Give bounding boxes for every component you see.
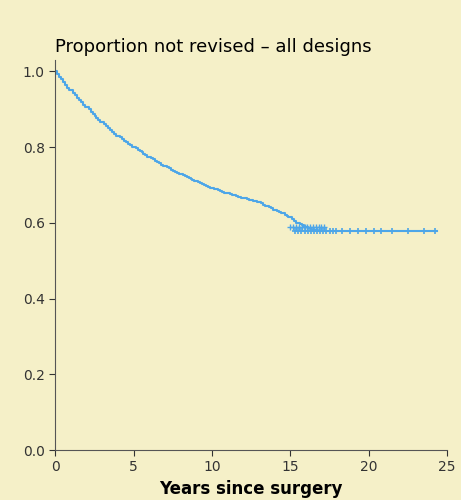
Point [346,227,354,235]
Point [420,227,427,235]
Point [298,227,305,235]
Text: Proportion not revised – all designs: Proportion not revised – all designs [55,38,372,56]
Point [362,227,369,235]
Point [301,222,308,230]
Point [404,227,412,235]
Point [301,227,308,235]
Point [370,227,377,235]
Point [292,222,300,230]
Point [323,227,330,235]
Point [389,227,396,235]
Point [287,222,294,230]
Point [329,227,337,235]
Point [298,222,305,230]
Point [312,222,319,230]
Point [431,227,438,235]
Point [290,222,297,230]
Point [304,222,311,230]
Point [332,227,340,235]
Point [326,227,333,235]
Point [338,227,346,235]
Point [307,222,314,230]
Point [319,227,327,235]
Point [307,227,314,235]
Point [354,227,361,235]
X-axis label: Years since surgery: Years since surgery [160,480,343,498]
Point [317,227,324,235]
Point [309,222,317,230]
Point [315,222,322,230]
Point [304,227,311,235]
Point [313,227,321,235]
Point [295,222,302,230]
Point [295,227,302,235]
Point [291,227,299,235]
Point [320,222,328,230]
Point [310,227,318,235]
Point [318,222,325,230]
Point [378,227,385,235]
